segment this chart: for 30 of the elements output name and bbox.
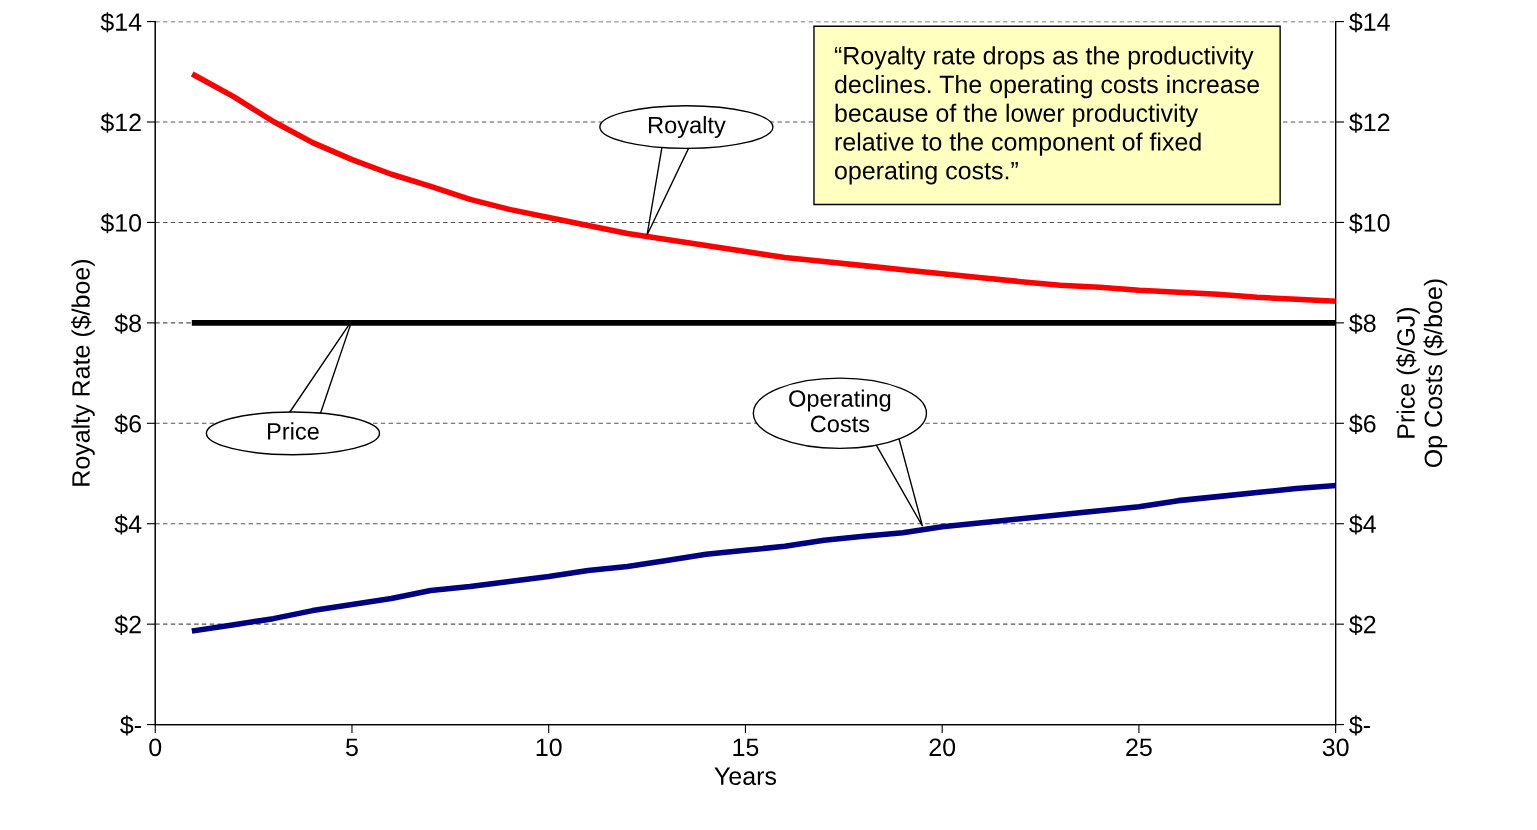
x-axis-title: Years (714, 767, 777, 786)
y-tick-label: $2 (114, 614, 141, 635)
y2-axis-title: Price ($/GJ) Op Costs ($/boe) (1396, 279, 1448, 468)
x-tick-label: 0 (149, 738, 162, 757)
x-tick-label: 25 (1126, 738, 1152, 757)
annotation: Royalty (649, 116, 726, 139)
y-tick-label: $8 (114, 313, 141, 334)
y2-tick-label: $10 (1349, 212, 1390, 234)
y-tick-label: $14 (100, 12, 142, 33)
y-tick-label: $- (120, 715, 141, 736)
y2-tick-label: $6 (1349, 413, 1376, 435)
y2-tick-label: $2 (1349, 614, 1376, 635)
y2-tick-label: $12 (1349, 112, 1390, 133)
y2-tick-label: $- (1349, 715, 1370, 736)
annotation: Operating Costs (789, 389, 891, 433)
x-tick-label: 30 (1322, 738, 1349, 757)
y-tick-label: $6 (114, 413, 141, 435)
x-tick-label: 10 (536, 738, 562, 757)
y2-tick-label: $4 (1349, 514, 1376, 535)
annotation: Price (267, 422, 319, 440)
y-tick-label: $12 (100, 112, 141, 133)
y-tick-label: $4 (114, 514, 142, 535)
x-tick-label: 5 (346, 738, 358, 757)
y2-tick-label: $14 (1349, 12, 1390, 33)
x-tick-label: 20 (929, 738, 956, 757)
x-tick-label: 15 (733, 738, 759, 757)
y-axis-title: Royalty Rate ($/boe) (71, 259, 95, 486)
y-tick-label: $10 (100, 212, 142, 234)
y2-tick-label: $8 (1349, 313, 1376, 334)
annotation: “Royalty rate drops as the productivity declines. The operating costs increase because of the lower productivity relative to the component of fixed operating costs.” (834, 46, 1260, 185)
